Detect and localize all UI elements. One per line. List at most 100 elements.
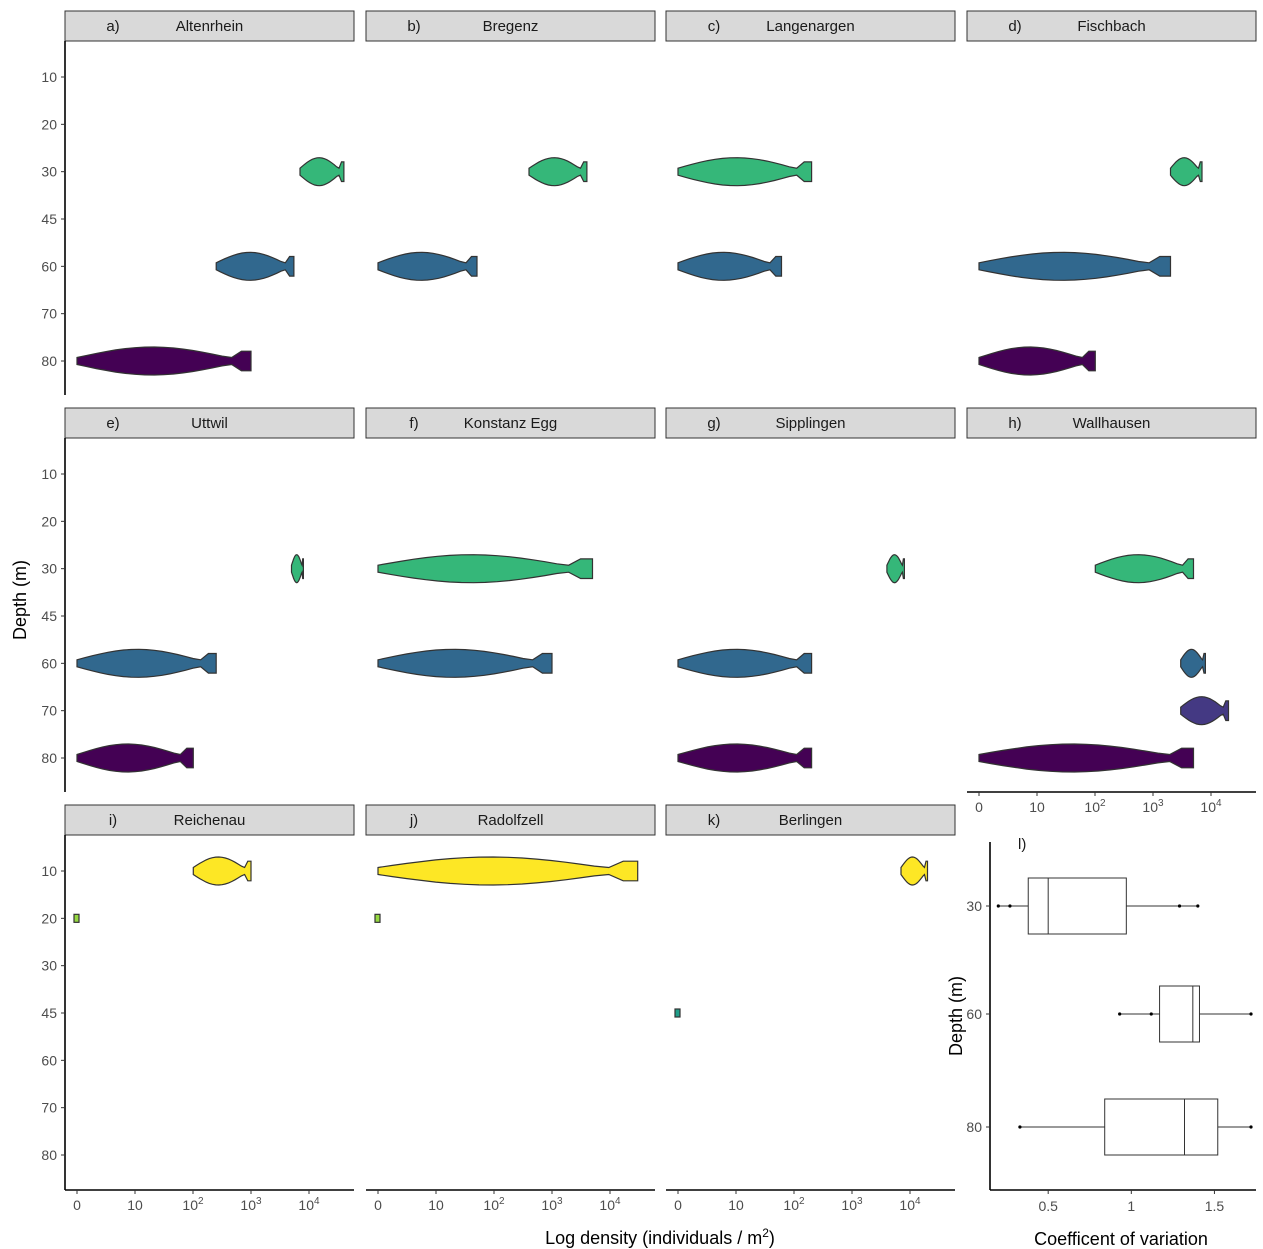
violin-60m <box>377 251 478 281</box>
panel-site-name: Uttwil <box>191 415 228 432</box>
y-tick-label: 30 <box>41 958 57 974</box>
panel-strip <box>365 407 656 439</box>
violin-70m <box>1180 696 1230 726</box>
panel-site-name: Bregenz <box>483 18 539 35</box>
boxplot-y-tick-label: 80 <box>966 1119 982 1135</box>
x-tick-label: 103 <box>841 1196 863 1213</box>
panel-label: a) <box>106 18 119 35</box>
panel-strip <box>365 10 656 42</box>
y-tick-label: 60 <box>41 1052 57 1068</box>
violin-80m <box>76 743 194 773</box>
panel-site-name: Konstanz Egg <box>464 415 557 432</box>
x-tick-label: 103 <box>240 1196 262 1213</box>
boxplot-x-tick-label: 1 <box>1127 1198 1135 1214</box>
x-tick-label: 0 <box>73 1197 81 1213</box>
panel-site-name: Reichenau <box>174 812 246 829</box>
panel-site-name: Wallhausen <box>1073 415 1151 432</box>
x-axis-title-main: Log density (individuals / m <box>545 1228 762 1248</box>
panel-site-name: Altenrhein <box>176 18 244 35</box>
box-point <box>1149 1012 1153 1016</box>
violin-60m <box>377 648 553 678</box>
x-tick-label: 10 <box>428 1197 444 1213</box>
y-tick-label: 10 <box>41 863 57 879</box>
panel-label: h) <box>1008 415 1021 432</box>
y-tick-label: 60 <box>41 258 57 274</box>
x-tick-label: 104 <box>899 1196 921 1213</box>
violin-30m <box>1169 157 1203 187</box>
panel-label: g) <box>707 415 720 432</box>
panel-site-name: Radolfzell <box>478 812 544 829</box>
y-tick-label: 20 <box>41 116 57 132</box>
boxplot-y-axis-title: Depth (m) <box>946 976 966 1056</box>
violin-80m <box>76 346 252 376</box>
violin-80m <box>978 346 1096 376</box>
x-tick-label: 103 <box>1142 798 1164 815</box>
box-iqr <box>1027 877 1127 935</box>
y-tick-label: 70 <box>41 306 57 322</box>
box-point <box>1018 1125 1022 1129</box>
panel-strip <box>665 10 956 42</box>
y-tick-label: 70 <box>41 703 57 719</box>
box-point <box>996 904 1000 908</box>
x-tick-label: 102 <box>783 1196 805 1213</box>
box-iqr <box>1104 1098 1219 1156</box>
panel-strip <box>365 804 656 836</box>
panel-site-name: Langenargen <box>766 18 854 35</box>
violin-80m <box>978 743 1195 773</box>
box-80m <box>1018 1098 1253 1156</box>
violin-30m <box>377 554 594 584</box>
x-tick-label: 104 <box>599 1196 621 1213</box>
violin-10m <box>900 856 929 886</box>
boxplot-y-tick-label: 60 <box>966 1006 982 1022</box>
panel-strip <box>64 804 355 836</box>
box-point <box>1249 1125 1253 1129</box>
x-tick-label: 0 <box>374 1197 382 1213</box>
violin-45m <box>674 1008 681 1018</box>
panel-label: j) <box>409 812 418 829</box>
panel-fischbach: d) Fischbach <box>966 10 1257 376</box>
panel-site-name: Sipplingen <box>775 415 845 432</box>
panel-label: d) <box>1008 18 1021 35</box>
x-axis-title-superscript: 2 <box>762 1226 769 1240</box>
y-tick-label: 45 <box>41 608 57 624</box>
panel-berlingen: k) Berlingen 0 10 102 103 104 <box>665 804 956 1213</box>
panel-wallhausen: h) Wallhausen 0 10 102 103 104 <box>966 407 1257 815</box>
panel-bregenz: b) Bregenz <box>365 10 656 281</box>
panel-strip <box>64 407 355 439</box>
boxplot-panel-label: l) <box>1018 836 1026 853</box>
violin-60m <box>215 251 295 281</box>
panel-label: f) <box>409 415 418 432</box>
y-tick-label: 70 <box>41 1100 57 1116</box>
panel-konstanz-egg: f) Konstanz Egg <box>365 407 656 678</box>
y-tick-label: 45 <box>41 211 57 227</box>
y-tick-label: 20 <box>41 910 57 926</box>
violin-60m <box>1180 648 1206 678</box>
violin-30m <box>299 157 345 187</box>
box-point <box>1249 1012 1253 1016</box>
violin-10m <box>192 856 252 886</box>
box-iqr <box>1159 985 1200 1043</box>
panel-strip <box>966 10 1257 42</box>
violin-60m <box>677 251 783 281</box>
panel-reichenau: i) Reichenau 10 20 30 45 60 70 80 0 10 102 103 104 <box>41 804 355 1213</box>
y-tick-label: 80 <box>41 1147 57 1163</box>
x-tick-label: 104 <box>1200 798 1222 815</box>
x-tick-label: 102 <box>182 1196 204 1213</box>
y-tick-label: 10 <box>41 466 57 482</box>
panel-strip <box>665 804 956 836</box>
violin-60m <box>677 648 813 678</box>
panel-site-name: Fischbach <box>1077 18 1145 35</box>
y-tick-label: 10 <box>41 69 57 85</box>
y-tick-label: 45 <box>41 1005 57 1021</box>
box-60m <box>1118 985 1253 1043</box>
y-tick-label: 80 <box>41 750 57 766</box>
violin-20m <box>73 913 80 923</box>
y-tick-label: 30 <box>41 164 57 180</box>
violin-60m <box>978 251 1172 281</box>
x-tick-label: 103 <box>541 1196 563 1213</box>
x-tick-label: 0 <box>975 799 983 815</box>
violin-30m <box>290 554 304 584</box>
panel-strip <box>64 10 355 42</box>
panel-sipplingen: g) Sipplingen <box>665 407 956 773</box>
